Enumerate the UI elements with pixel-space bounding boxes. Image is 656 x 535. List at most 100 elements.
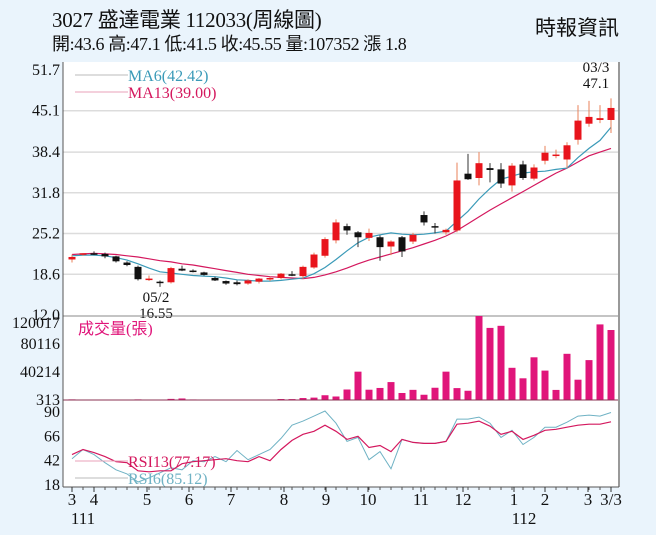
candle-body xyxy=(530,167,538,179)
candle-body xyxy=(409,234,417,242)
x-axis-tick-label: 5 xyxy=(143,490,152,509)
volume-bar xyxy=(365,389,373,400)
candle-body xyxy=(167,268,175,283)
volume-bar xyxy=(178,398,186,400)
candle-body xyxy=(244,280,252,284)
candle-body xyxy=(354,232,362,238)
candle-body xyxy=(288,274,296,276)
x-axis-tick-label: 1 xyxy=(510,490,519,509)
candle-body xyxy=(68,256,76,260)
price-axis-tick: 51.7 xyxy=(32,62,60,79)
candle-body xyxy=(398,237,406,252)
candle-body xyxy=(134,266,142,280)
volume-bar xyxy=(508,367,516,400)
low-value-annotation: 16.55 xyxy=(139,306,173,322)
volume-bar xyxy=(497,325,505,400)
volume-bar xyxy=(453,388,461,400)
x-axis-tick-label: 3/3 xyxy=(600,490,622,509)
candle-body xyxy=(277,273,285,278)
rsi-axis-tick: 18 xyxy=(44,477,60,494)
x-axis-tick-label: 4 xyxy=(90,490,99,509)
price-axis-tick: 31.8 xyxy=(32,185,60,202)
rsi-axis-tick: 90 xyxy=(44,404,60,421)
volume-bar xyxy=(475,316,483,400)
x-axis-tick-label: 8 xyxy=(280,490,289,509)
candle-body xyxy=(321,239,329,256)
volume-bar xyxy=(387,382,395,400)
rsi-axis-tick: 66 xyxy=(44,428,60,445)
candle-body xyxy=(255,278,263,282)
volume-axis-tick: 313 xyxy=(36,392,60,409)
volume-bar xyxy=(541,370,549,400)
volume-axis-tick: 40214 xyxy=(20,364,60,381)
candle-body xyxy=(233,282,241,285)
candle-body xyxy=(376,237,384,248)
chart-title: 3027 盛達電業 112033(周線圖) xyxy=(52,8,322,32)
candle-body xyxy=(200,272,208,275)
volume-bar xyxy=(464,390,472,400)
volume-bar xyxy=(607,330,615,400)
candle-body xyxy=(365,232,373,238)
candle-body xyxy=(145,278,153,281)
volume-bar xyxy=(167,398,175,400)
volume-bar xyxy=(332,396,340,400)
candle-body xyxy=(541,152,549,161)
rsi6-legend: RSI6(85.12) xyxy=(128,471,208,488)
high-date-annotation: 03/3 xyxy=(583,60,610,76)
volume-bar xyxy=(563,353,571,400)
x-axis-tick-label: 3 xyxy=(68,490,77,509)
candle-body xyxy=(112,256,120,262)
candle-body xyxy=(453,180,461,231)
candle-body xyxy=(189,270,197,273)
candle-body xyxy=(90,253,98,255)
x-axis-tick-label: 3 xyxy=(584,490,593,509)
price-axis-tick: 45.1 xyxy=(32,103,60,120)
candle-body xyxy=(464,173,472,180)
candle-body xyxy=(508,165,516,186)
x-axis-tick-label: 6 xyxy=(185,490,194,509)
candle-body xyxy=(486,168,494,170)
rsi13-line xyxy=(71,420,612,473)
candle-body xyxy=(211,277,219,281)
volume-bar xyxy=(574,379,582,400)
candle-body xyxy=(563,145,571,160)
ma13-legend: MA13(39.00) xyxy=(128,85,216,102)
volume-bar xyxy=(420,394,428,400)
candle-body xyxy=(332,222,340,241)
volume-axis-tick: 80116 xyxy=(21,336,60,353)
candle-body xyxy=(299,266,307,277)
candle-body xyxy=(519,164,527,178)
x-axis-tick-label: 9 xyxy=(322,490,331,509)
volume-bar xyxy=(585,360,593,400)
candle-body xyxy=(101,253,109,257)
candle-body xyxy=(431,226,439,228)
candle-body xyxy=(596,118,604,120)
candle-body xyxy=(222,281,230,284)
candle-body xyxy=(552,154,560,157)
year-label: 111 xyxy=(71,509,95,528)
candle-body xyxy=(607,107,615,120)
volume-axis-tick: 120017 xyxy=(12,315,60,332)
volume-bar xyxy=(552,389,560,400)
candle-body xyxy=(497,169,505,184)
x-axis-tick-label: 7 xyxy=(227,490,236,509)
rsi6-line xyxy=(71,410,612,483)
x-axis-tick-label: 2 xyxy=(541,490,550,509)
candle-body xyxy=(310,254,318,268)
low-date-annotation: 05/2 xyxy=(143,290,170,306)
candle-body xyxy=(574,120,582,140)
volume-bar xyxy=(409,389,417,400)
high-value-annotation: 47.1 xyxy=(583,76,609,92)
x-axis-tick-label: 10 xyxy=(360,490,377,509)
rsi-axis-tick: 42 xyxy=(44,453,60,470)
year-label: 112 xyxy=(512,509,537,528)
price-axis-tick: 25.2 xyxy=(32,226,60,243)
price-axis-tick: 12.0 xyxy=(32,307,60,324)
volume-bar xyxy=(519,378,527,400)
volume-bar xyxy=(442,371,450,400)
volume-bar xyxy=(354,371,362,400)
volume-bar xyxy=(310,397,318,400)
candle-body xyxy=(585,116,593,124)
volume-bar xyxy=(486,327,494,400)
